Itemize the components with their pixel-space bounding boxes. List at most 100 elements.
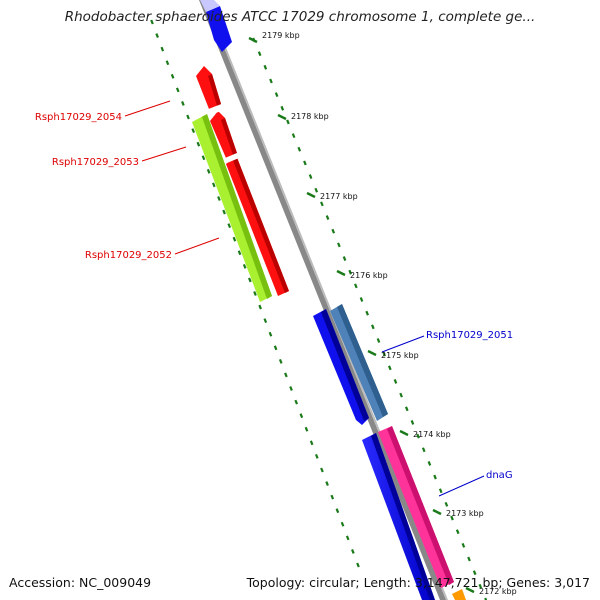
ring-dot — [387, 365, 392, 371]
gene-label: Rsph17029_2054 — [35, 112, 122, 123]
ring-dot — [455, 529, 460, 535]
ring-dot — [382, 351, 386, 357]
ring-dot — [416, 433, 420, 439]
ring-dot — [196, 141, 201, 147]
ring-dot — [278, 358, 283, 364]
gene-label: Rsph17029_2052 — [85, 250, 172, 261]
ring-dot — [273, 345, 278, 351]
gene-gap — [206, 105, 221, 116]
gene-arrow-rsph17029-2054-shade — [208, 74, 221, 106]
gene-arrow-blue-lower-shade — [371, 433, 435, 600]
ring-dot — [342, 256, 347, 261]
ring-dot — [242, 263, 247, 269]
ring-dot — [461, 542, 466, 548]
dotted-ring-inner — [252, 37, 488, 600]
ring-dot — [309, 440, 314, 446]
ring-dot — [175, 87, 180, 93]
ring-dot — [330, 494, 335, 500]
ring-dot — [181, 101, 185, 106]
ring-dot — [450, 515, 454, 521]
ring-dot — [284, 372, 288, 378]
ring-dot — [410, 420, 415, 425]
kbp-tick-label: 2173 kbp — [446, 509, 484, 518]
ring-dot — [351, 549, 355, 554]
kbp-tick-mark — [367, 349, 377, 357]
ring-dot — [165, 60, 170, 66]
ring-dot — [335, 508, 340, 514]
ring-dot — [289, 386, 293, 391]
ring-dot — [325, 215, 330, 220]
gene-label: dnaG — [486, 470, 513, 481]
kbp-tick-mark — [336, 269, 346, 277]
ring-dot — [314, 187, 319, 193]
kbp-tick-label: 2176 kbp — [350, 271, 388, 280]
ring-dot — [331, 228, 336, 234]
kbp-tick-mark — [432, 508, 442, 516]
gene-label-leader — [141, 146, 187, 162]
gene-arrow-lime-shade — [202, 114, 272, 299]
gene-label-leader — [381, 335, 425, 353]
ring-dot — [211, 182, 216, 188]
ring-dot — [268, 331, 273, 337]
ring-dot — [263, 318, 268, 324]
ring-dot — [280, 105, 285, 111]
ring-dot — [427, 461, 432, 466]
ring-dot — [237, 250, 242, 256]
gene-arrow-top-blue — [206, 6, 232, 52]
ring-dot — [308, 174, 313, 179]
ring-dot — [186, 114, 190, 120]
gene-arrow-orange — [452, 589, 466, 600]
ring-dot — [438, 488, 443, 494]
ring-dot — [484, 597, 488, 600]
kbp-tick-label: 2179 kbp — [262, 31, 300, 40]
ring-dot — [399, 392, 403, 398]
ring-dot — [314, 453, 319, 459]
kbp-tick-label: 2174 kbp — [413, 430, 451, 439]
ring-dot — [376, 338, 381, 343]
ring-dot — [291, 133, 296, 139]
ring-dot — [340, 521, 345, 527]
kbp-tick-label: 2175 kbp — [381, 351, 419, 360]
ring-dot — [297, 146, 302, 152]
ring-dot — [356, 562, 360, 568]
ring-dot — [160, 46, 165, 52]
ring-dot — [337, 242, 341, 248]
gene-label: Rsph17029_2051 — [426, 330, 513, 341]
ring-dot — [472, 570, 477, 576]
ring-dot — [227, 223, 232, 229]
ring-dot — [320, 201, 324, 207]
genome-summary-text: Topology: circular; Length: 3,147,721 bp… — [246, 575, 590, 590]
gene-gap — [225, 153, 239, 163]
ring-dot — [348, 269, 353, 275]
ring-dot — [206, 168, 211, 174]
ring-dot — [304, 426, 309, 432]
gene-labels: Rsph17029_2054 Rsph17029_2053 Rsph17029_20… — [35, 100, 513, 497]
ring-dot — [286, 119, 290, 125]
ring-dot — [365, 310, 369, 316]
ring-dot — [232, 236, 237, 242]
gene-arrow-rsph17029-2052-red-shade — [232, 155, 289, 293]
gene-label-leader — [174, 237, 220, 255]
kbp-tick-mark — [465, 586, 475, 594]
ring-dot — [191, 128, 196, 134]
accession-text: Accession: NC_009049 — [9, 575, 152, 590]
ring-dot — [433, 474, 437, 480]
gene-label-leader — [438, 475, 485, 497]
ring-dot — [253, 291, 257, 296]
gene-label-leader — [124, 100, 171, 117]
ring-dot — [303, 160, 307, 166]
ring-dot — [299, 413, 304, 419]
kbp-tick-label: 2172 kbp — [479, 587, 517, 596]
ring-dot — [320, 467, 324, 473]
ring-dot — [345, 535, 350, 541]
gene-arrow-top-blue-fade — [200, 0, 220, 12]
kbp-tick-mark — [248, 36, 258, 44]
ring-dot — [257, 51, 262, 57]
kbp-tick-label: 2178 kbp — [291, 112, 329, 121]
ring-dot — [325, 481, 329, 486]
ring-dot — [444, 501, 449, 507]
kbp-tick-mark — [306, 191, 316, 199]
ring-dot — [294, 399, 299, 405]
backbone-line — [199, 0, 446, 600]
